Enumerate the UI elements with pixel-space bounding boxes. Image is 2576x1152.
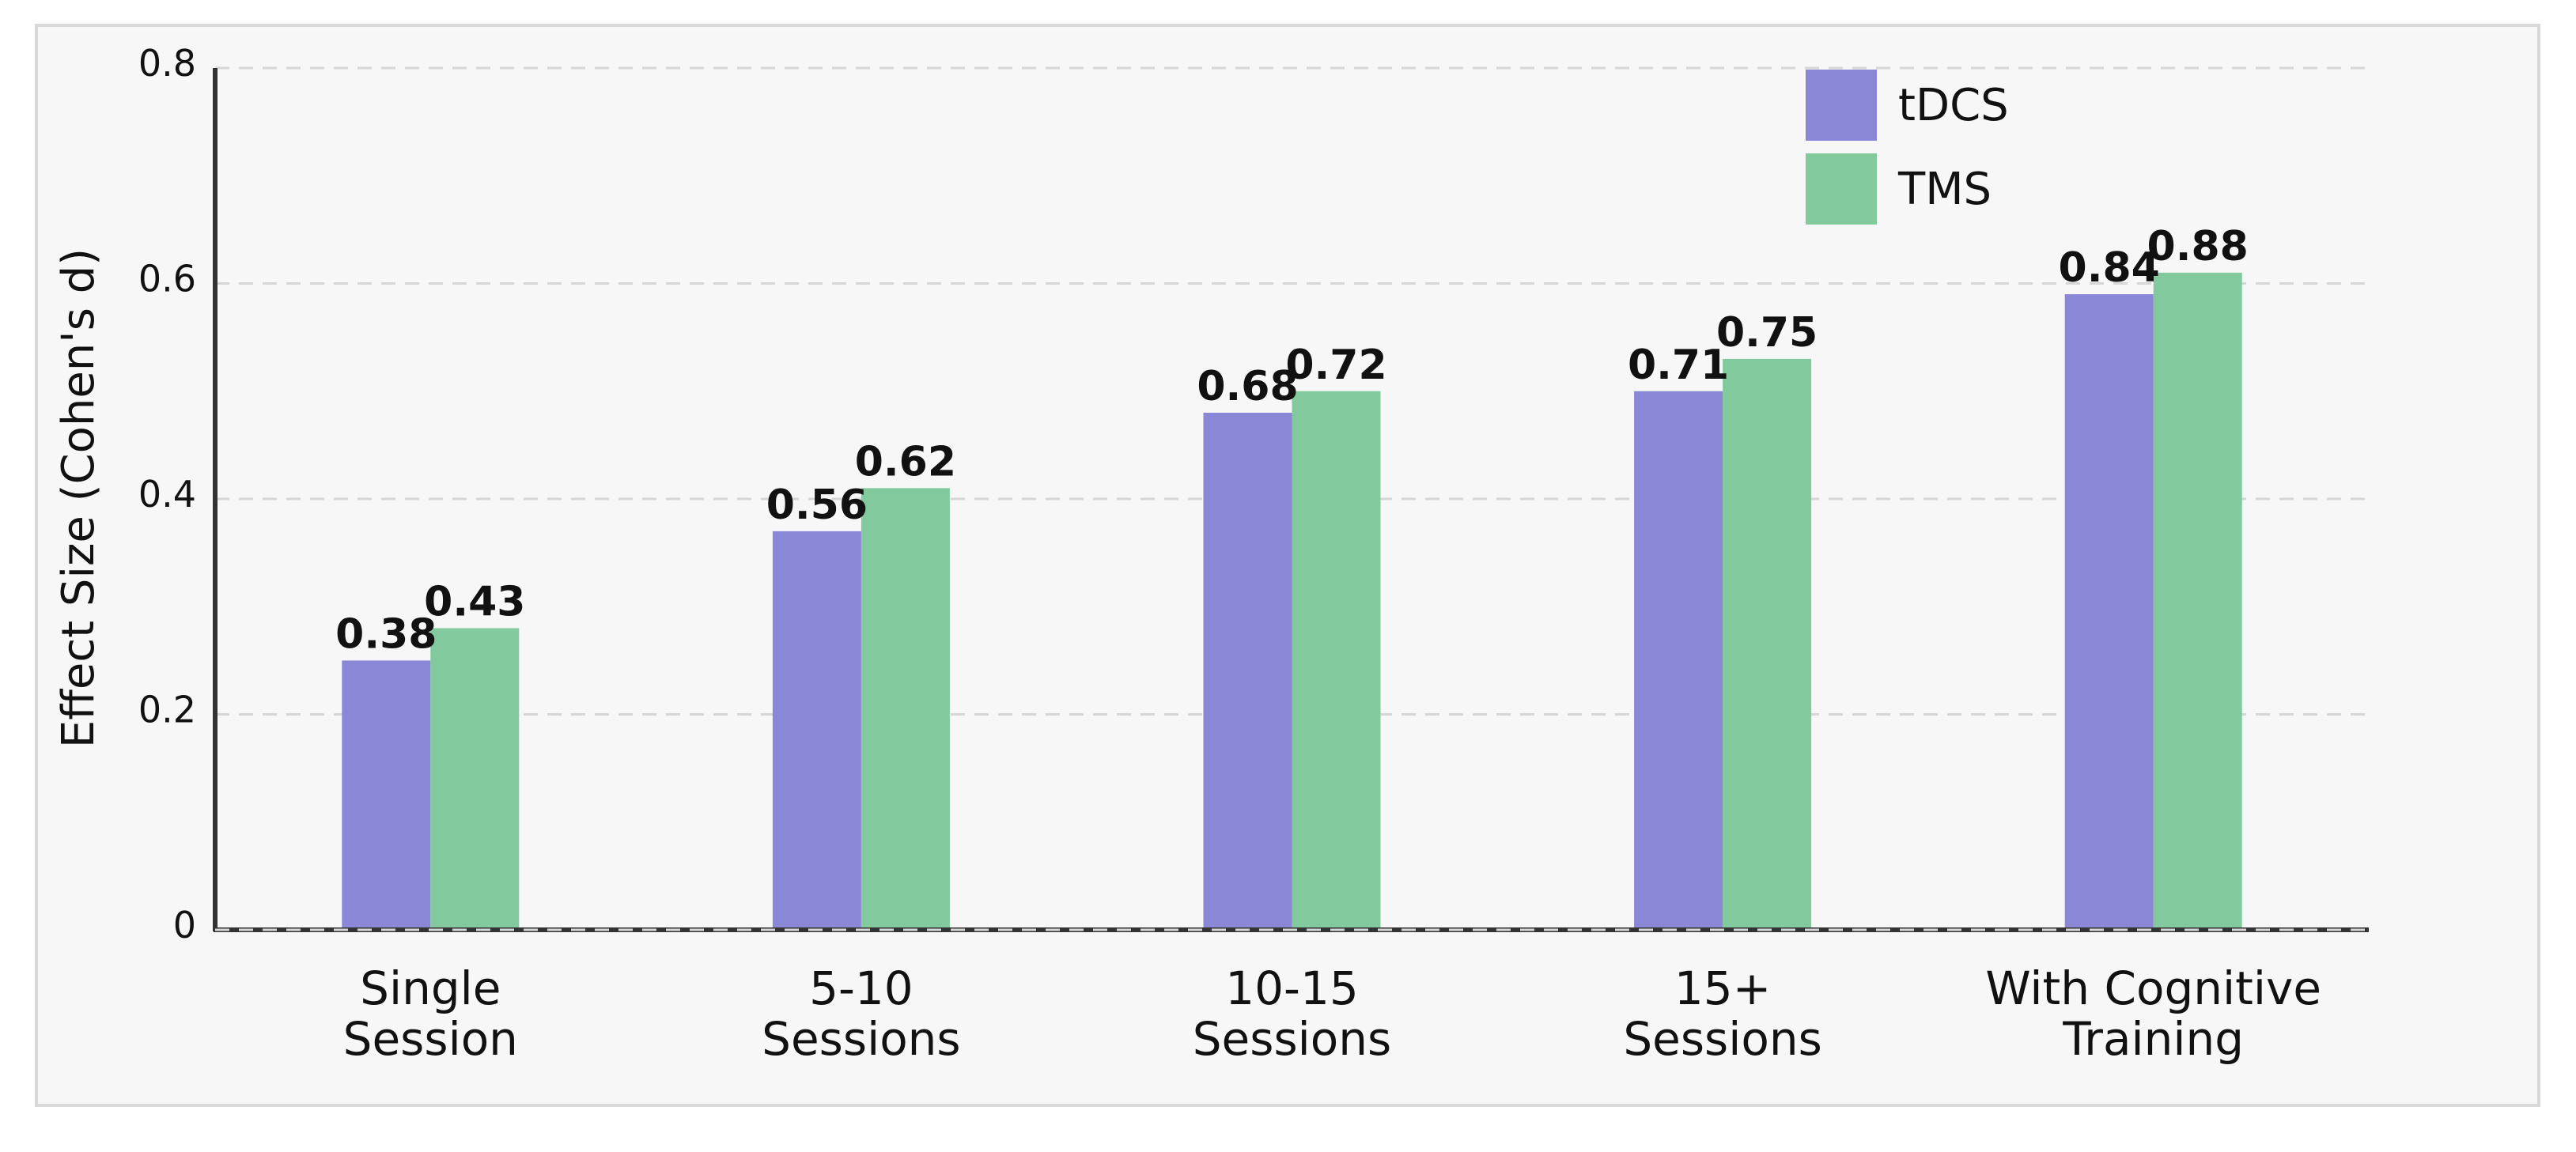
axes: [213, 68, 2369, 932]
x-tick-label: 5-10: [809, 961, 914, 1015]
data-label: 0.72: [1285, 342, 1386, 389]
x-tick-label: Sessions: [1623, 1012, 1822, 1066]
bar-tdcs: [1634, 391, 1723, 930]
bars: [342, 272, 2242, 930]
x-tick-label: With Cognitive: [1985, 961, 2321, 1015]
data-label: 0.62: [855, 438, 956, 485]
bar-tdcs: [1203, 413, 1292, 930]
x-tick-label: 10-15: [1225, 961, 1359, 1015]
legend-label-tdcs: tDCS: [1898, 80, 2009, 131]
x-tick-label: Sessions: [1193, 1012, 1392, 1066]
x-tick-label: Single: [360, 961, 501, 1015]
bar-tdcs: [342, 660, 431, 930]
y-tick-label: 0.6: [138, 258, 196, 300]
legend-swatch-tdcs: [1806, 70, 1877, 141]
bar-tms: [861, 488, 950, 930]
data-label: 0.68: [1197, 363, 1298, 410]
bar-tms: [2153, 272, 2242, 930]
x-tick-label: Training: [2062, 1012, 2244, 1066]
labels: 00.20.40.60.80.380.43SingleSession0.560.…: [53, 42, 2321, 1066]
data-label: 0.88: [2147, 223, 2249, 270]
data-label: 0.71: [1628, 342, 1729, 389]
data-label: 0.38: [335, 610, 437, 658]
bar-tms: [1292, 391, 1381, 930]
bar-tdcs: [2064, 294, 2154, 930]
data-label: 0.75: [1716, 309, 1818, 357]
x-tick-label: Sessions: [762, 1012, 961, 1066]
y-tick-label: 0.4: [138, 473, 196, 516]
x-tick-label: 15+: [1674, 961, 1771, 1015]
x-tick-label: Session: [343, 1012, 518, 1066]
bar-tms: [1723, 358, 1812, 930]
legend-label-tms: TMS: [1897, 164, 1992, 215]
y-tick-label: 0.2: [138, 689, 196, 731]
legend-swatch-tms: [1806, 153, 1877, 225]
legend: tDCS TMS: [1806, 70, 2009, 225]
y-axis-title: Effect Size (Cohen's d): [53, 248, 104, 748]
data-label: 0.84: [2059, 244, 2160, 292]
data-label: 0.43: [424, 579, 525, 626]
bar-tdcs: [772, 531, 861, 930]
data-label: 0.56: [766, 482, 868, 529]
bar-tms: [430, 628, 520, 930]
y-tick-label: 0.8: [138, 42, 196, 85]
y-tick-label: 0: [173, 904, 196, 946]
